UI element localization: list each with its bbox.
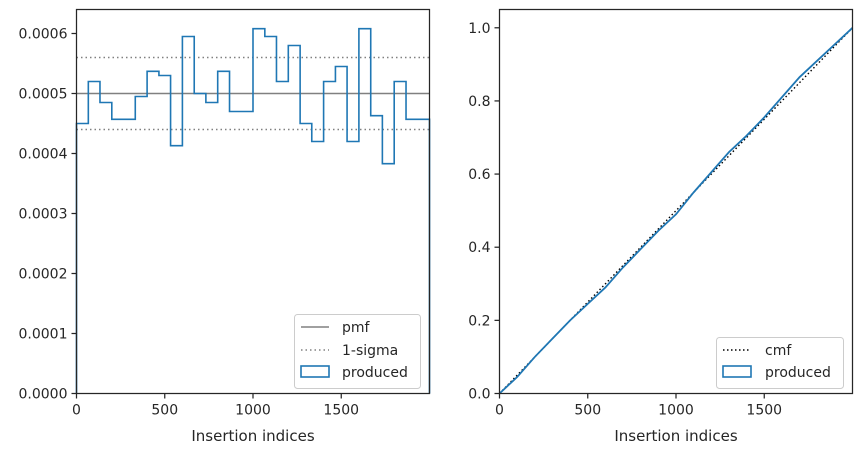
legend-produced-swatch (722, 365, 752, 378)
right-y-tick-label: 0.8 (468, 94, 490, 110)
right-y-tick-label: 1.0 (468, 21, 490, 37)
left-y-tick-label: 0.0005 (19, 87, 68, 103)
right-x-tick-label: 500 (574, 403, 601, 419)
legend-1-sigma-label: 1-sigma (342, 343, 398, 359)
right-legend: cmf produced (716, 337, 844, 389)
right-y-tick-label: 0.6 (468, 167, 490, 183)
right-plot-frame (498, 8, 854, 395)
right-x-axis-label: Insertion indices (614, 427, 737, 445)
left-x-tick-label: 1000 (235, 403, 271, 419)
left-x-tick-label: 500 (151, 403, 178, 419)
left-axis-ticks: 0 500 1000 1500 0.0000 0.0001 0.0002 0.0003 0.00… (19, 27, 360, 419)
left-x-axis-label: Insertion indices (191, 427, 314, 445)
left-x-tick-label: 1500 (323, 403, 359, 419)
left-y-tick-label: 0.0006 (19, 27, 68, 43)
left-y-tick-label: 0.0000 (19, 387, 68, 403)
right-x-tick-label: 1500 (746, 403, 782, 419)
left-histogram-panel: 0 500 1000 1500 0.0000 0.0001 0.0002 0.0003 0.00… (19, 8, 431, 445)
left-legend-box (294, 314, 421, 389)
right-x-tick-label: 1000 (658, 403, 694, 419)
left-y-tick-label: 0.0003 (19, 207, 68, 223)
right-y-tick-label: 0.0 (468, 387, 490, 403)
left-x-tick-label: 0 (72, 403, 81, 419)
legend-produced-swatch (300, 365, 330, 378)
produced-cumulative-line (498, 27, 854, 395)
legend-produced-label: produced (765, 365, 831, 381)
left-y-tick-label: 0.0002 (19, 267, 68, 283)
legend-pmf-label: pmf (342, 320, 371, 336)
legend-produced-label: produced (342, 365, 408, 381)
right-y-tick-label: 0.2 (468, 313, 490, 329)
left-y-tick-label: 0.0001 (19, 327, 68, 343)
left-legend: pmf 1-sigma produced (294, 314, 421, 389)
right-x-tick-label: 0 (495, 403, 504, 419)
left-plot-marks (75, 27, 431, 394)
right-cumulative-panel: 0 500 1000 1500 0.0 0.2 0.4 0.6 0.8 1.0 Insertion… (468, 8, 854, 445)
produced-histogram-step (75, 27, 431, 394)
left-y-tick-label: 0.0004 (19, 147, 68, 163)
right-axis-ticks: 0 500 1000 1500 0.0 0.2 0.4 0.6 0.8 1.0 (468, 21, 782, 419)
legend-cmf-label: cmf (765, 343, 792, 359)
right-y-tick-label: 0.4 (468, 240, 490, 256)
right-plot-marks (498, 27, 854, 395)
